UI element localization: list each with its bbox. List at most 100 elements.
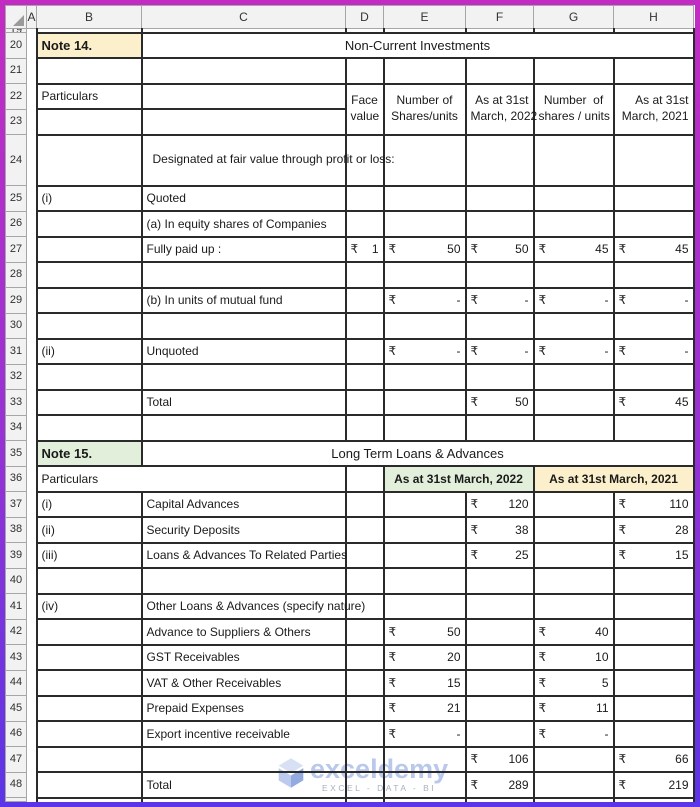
row-header-48[interactable]: 48 <box>5 771 27 798</box>
cell-H46[interactable] <box>612 720 695 748</box>
cell-H22[interactable]: As at 31st March, 2021 <box>612 82 695 136</box>
cell-D30[interactable] <box>344 312 385 340</box>
cell-C23[interactable] <box>140 108 347 136</box>
cell-A48[interactable] <box>27 772 37 798</box>
column-header-H[interactable]: H <box>613 5 694 29</box>
cell-G32[interactable] <box>532 363 615 391</box>
cell-A38[interactable] <box>27 517 37 543</box>
cell-F44[interactable] <box>464 669 535 697</box>
cell-D34[interactable] <box>344 414 385 442</box>
cell-B34[interactable] <box>35 414 143 442</box>
cell-C[interactable] <box>140 796 347 802</box>
cell-E37[interactable] <box>382 490 467 518</box>
row-header-40[interactable]: 40 <box>5 567 27 594</box>
row-header-37[interactable]: 37 <box>5 491 27 518</box>
cell-H30[interactable] <box>612 312 695 340</box>
cell-D44[interactable] <box>344 669 385 697</box>
cell-G47[interactable] <box>532 745 615 773</box>
cell-F40[interactable] <box>464 567 535 595</box>
row-header-44[interactable]: 44 <box>5 669 27 696</box>
cell-B24[interactable] <box>35 133 143 187</box>
cell-C48[interactable]: Total <box>140 771 347 799</box>
cell-B45[interactable] <box>35 694 143 722</box>
cell-A41[interactable] <box>27 594 37 620</box>
cell-D25[interactable] <box>344 184 385 212</box>
cell-H25[interactable] <box>612 184 695 212</box>
column-header-C[interactable]: C <box>141 5 346 29</box>
cell-C24[interactable]: Designated at fair value through profit … <box>140 133 395 187</box>
cell-E26[interactable] <box>382 210 467 238</box>
cell-H21[interactable] <box>612 57 695 85</box>
cell-A44[interactable] <box>27 670 37 696</box>
cell-D37[interactable] <box>344 490 385 518</box>
cell-C28[interactable] <box>140 261 347 289</box>
cell-C45[interactable]: Prepaid Expenses <box>140 694 347 722</box>
cell-B35[interactable]: Note 15. <box>35 439 143 467</box>
cell-A24[interactable] <box>27 135 37 186</box>
cell-D36[interactable] <box>344 465 385 493</box>
cell-G42[interactable]: ₹40 <box>532 618 615 646</box>
cell-H19[interactable] <box>612 28 695 34</box>
cell-F39[interactable]: ₹25 <box>464 541 535 569</box>
row-header-23[interactable]: 23 <box>5 108 27 135</box>
cell-B23[interactable] <box>35 108 143 136</box>
cell-F28[interactable] <box>464 261 535 289</box>
cell-D19[interactable] <box>344 28 385 34</box>
cell-A39[interactable] <box>27 543 37 569</box>
cell-G30[interactable] <box>532 312 615 340</box>
cell-B[interactable] <box>35 796 143 802</box>
cell-H31[interactable]: ₹ - <box>612 337 695 365</box>
cell-E27[interactable]: ₹50 <box>382 235 467 263</box>
cell-G44[interactable]: ₹5 <box>532 669 615 697</box>
cell-H37[interactable]: ₹110 <box>612 490 695 518</box>
cell-G41[interactable] <box>532 592 615 620</box>
cell-G40[interactable] <box>532 567 615 595</box>
cell-A34[interactable] <box>27 415 37 441</box>
cell-F43[interactable] <box>464 643 535 671</box>
cell-H47[interactable]: ₹66 <box>612 745 695 773</box>
cell-H33[interactable]: ₹45 <box>612 388 695 416</box>
row-header-33[interactable]: 33 <box>5 389 27 416</box>
cell-D48[interactable] <box>344 771 385 799</box>
cell-A31[interactable] <box>27 339 37 365</box>
cell-E30[interactable] <box>382 312 467 340</box>
cell-D46[interactable] <box>344 720 385 748</box>
cell-A21[interactable] <box>27 58 37 84</box>
cell-D32[interactable] <box>344 363 385 391</box>
cell-A36[interactable] <box>27 466 37 492</box>
cell-E42[interactable]: ₹50 <box>382 618 467 646</box>
cell-G26[interactable] <box>532 210 615 238</box>
cell-D28[interactable] <box>344 261 385 289</box>
cell-B31[interactable]: (ii) <box>35 337 143 365</box>
cell-C27[interactable]: Fully paid up : <box>140 235 347 263</box>
cell-B21[interactable] <box>35 57 143 85</box>
cell-F25[interactable] <box>464 184 535 212</box>
cell-C22[interactable] <box>140 82 347 110</box>
cell-E31[interactable]: ₹ - <box>382 337 467 365</box>
cell-E24[interactable] <box>382 133 467 187</box>
row-header-41[interactable]: 41 <box>5 593 27 620</box>
cell-G36[interactable]: As at 31st March, 2021 <box>532 465 695 493</box>
row-header-35[interactable]: 35 <box>5 440 27 467</box>
cell-D42[interactable] <box>344 618 385 646</box>
cell-A22[interactable] <box>27 84 37 110</box>
cell-B42[interactable] <box>35 618 143 646</box>
cell-B25[interactable]: (i) <box>35 184 143 212</box>
cell-B30[interactable] <box>35 312 143 340</box>
cell-A28[interactable] <box>27 262 37 288</box>
cell-D38[interactable] <box>344 516 385 544</box>
row-header-27[interactable]: 27 <box>5 236 27 263</box>
cell-G38[interactable] <box>532 516 615 544</box>
cell-C21[interactable] <box>140 57 347 85</box>
cell-E38[interactable] <box>382 516 467 544</box>
cell-B38[interactable]: (ii) <box>35 516 143 544</box>
cell-H40[interactable] <box>612 567 695 595</box>
cell-C32[interactable] <box>140 363 347 391</box>
cell-A20[interactable] <box>27 33 37 59</box>
cell-A37[interactable] <box>27 492 37 518</box>
cell-C19[interactable] <box>140 28 347 34</box>
cell-F30[interactable] <box>464 312 535 340</box>
cell-B29[interactable] <box>35 286 143 314</box>
cell-F46[interactable] <box>464 720 535 748</box>
cell-C33[interactable]: Total <box>140 388 347 416</box>
